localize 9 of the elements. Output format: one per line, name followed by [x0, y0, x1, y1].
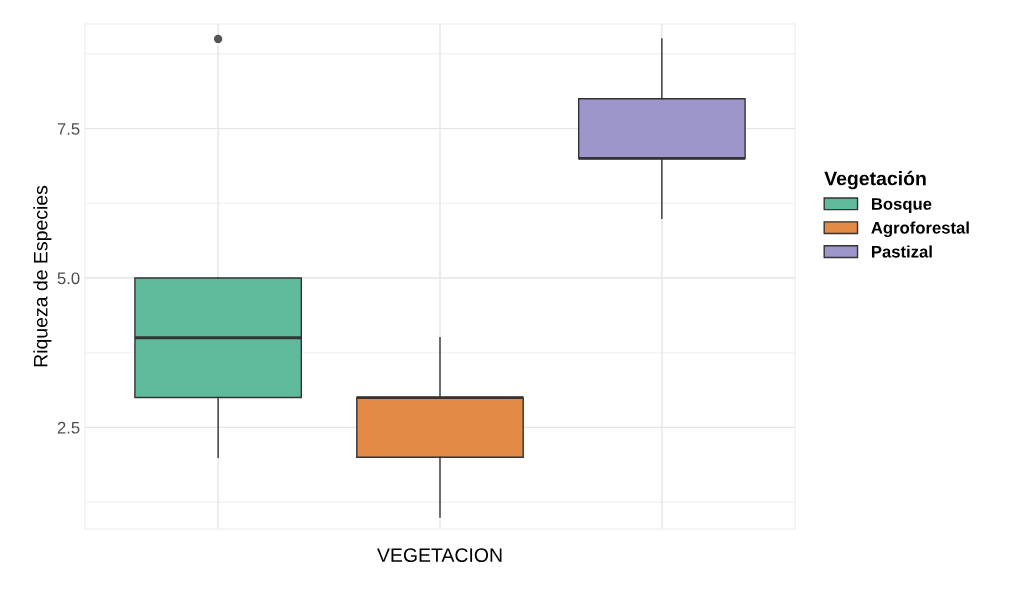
legend-label: Pastizal: [871, 245, 932, 258]
y-tick-label: 5.0: [57, 272, 80, 285]
y-tick-label: 2.5: [57, 421, 80, 434]
y-axis-title: Riqueza de Especies: [33, 185, 52, 367]
legend-label: Agroforestal: [871, 221, 969, 238]
y-tick-label: 7.5: [57, 123, 80, 135]
legend-label: Bosque: [871, 198, 932, 214]
x-axis-title: VEGETACION: [377, 548, 502, 563]
legend-title: Vegetación: [824, 170, 926, 190]
